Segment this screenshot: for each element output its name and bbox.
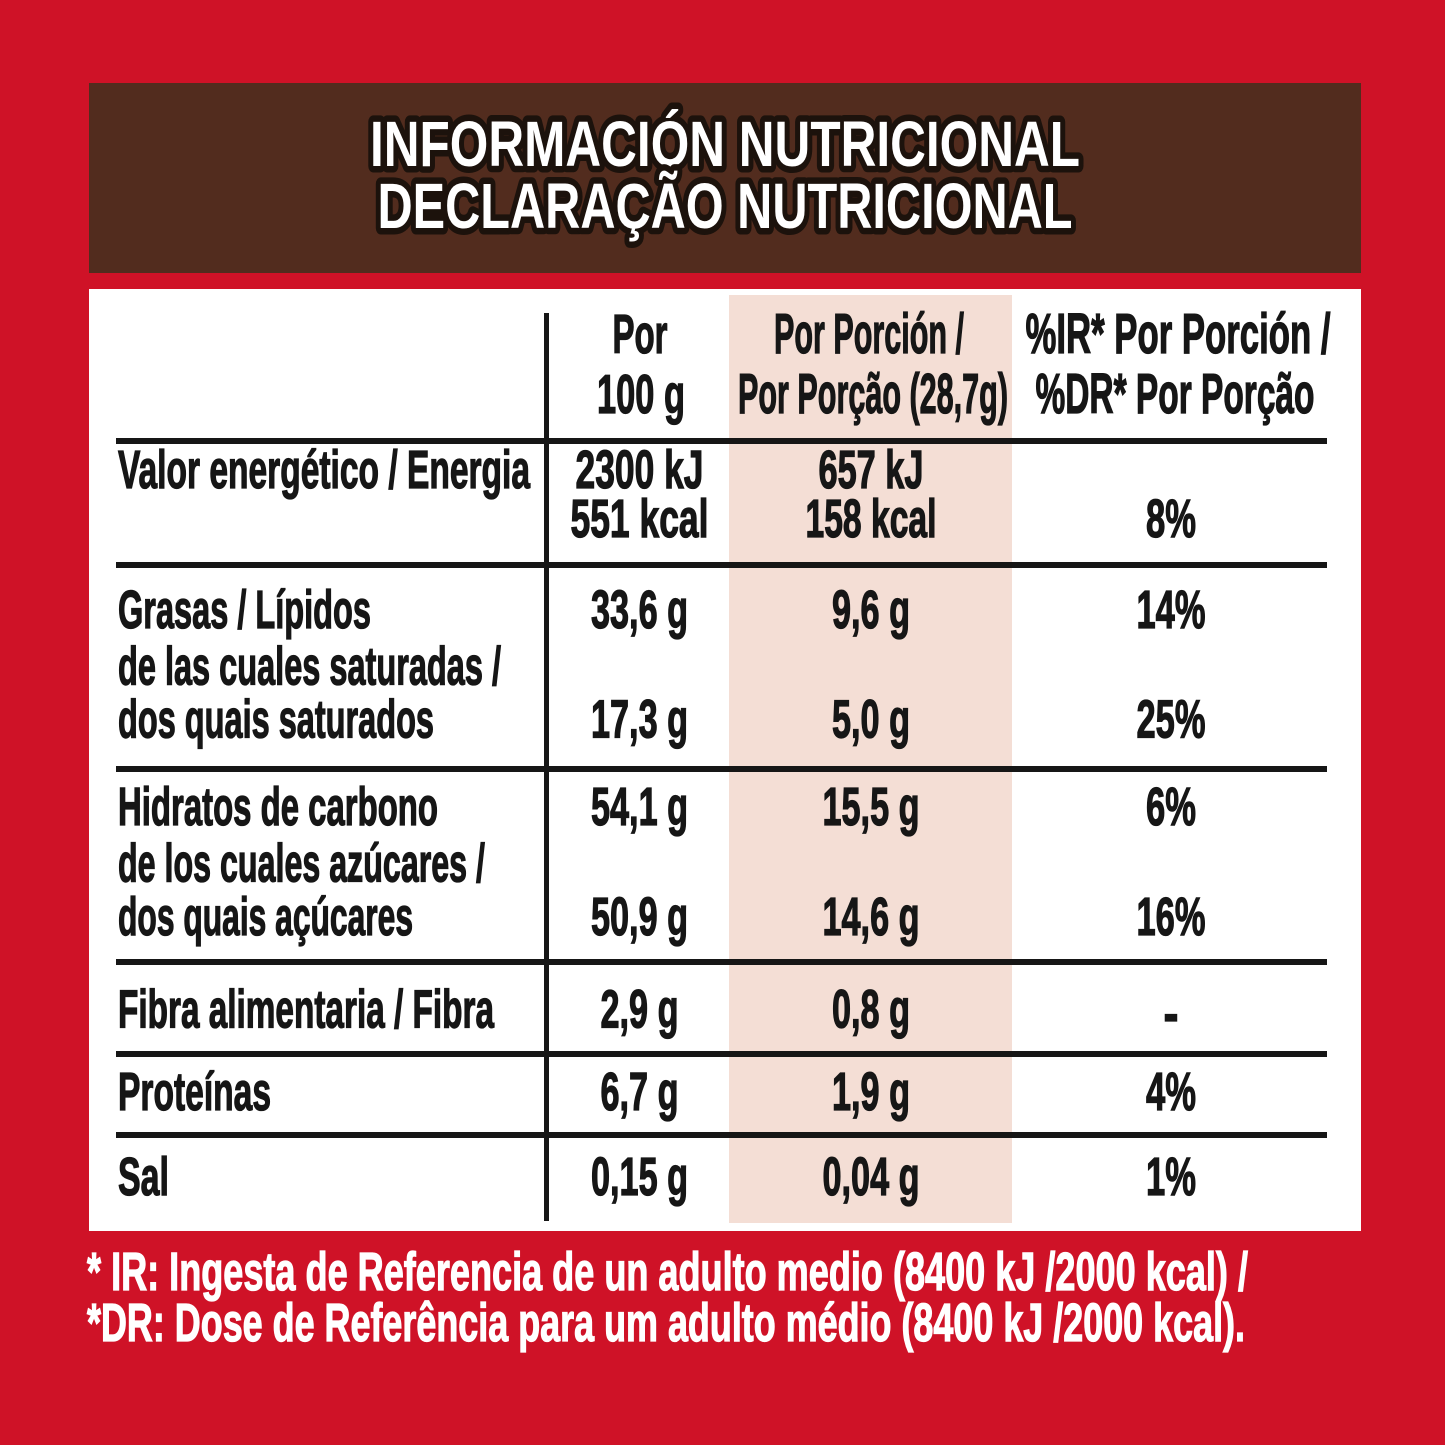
svg-text:9,6 g: 9,6 g — [832, 580, 910, 640]
svg-text:DECLARAÇÃO NUTRICIONAL: DECLARAÇÃO NUTRICIONAL — [378, 170, 1073, 242]
svg-text:Por Porção (28,7g): Por Porção (28,7g) — [738, 362, 1008, 426]
svg-text:158 kcal: 158 kcal — [806, 489, 937, 549]
svg-text:0,15 g: 0,15 g — [591, 1147, 688, 1207]
svg-text:15,5 g: 15,5 g — [823, 777, 920, 837]
svg-text:14%: 14% — [1137, 580, 1206, 640]
svg-text:5,0 g: 5,0 g — [832, 690, 910, 750]
svg-text:551 kcal: 551 kcal — [571, 489, 709, 549]
svg-text:* IR: Ingesta de Referencia de: * IR: Ingesta de Referencia de un adulto… — [87, 1242, 1248, 1302]
svg-text:33,6 g: 33,6 g — [591, 580, 688, 640]
svg-text:dos quais açúcares: dos quais açúcares — [118, 887, 413, 947]
svg-text:100 g: 100 g — [597, 363, 685, 425]
svg-text:Por Porción /: Por Porción / — [774, 302, 964, 366]
svg-text:de los cuales azúcares /: de los cuales azúcares / — [118, 834, 485, 894]
svg-text:Sal: Sal — [118, 1147, 169, 1207]
svg-text:Hidratos de carbono: Hidratos de carbono — [118, 777, 438, 837]
svg-text:Valor energético / Energia: Valor energético / Energia — [118, 440, 531, 500]
svg-text:2,9 g: 2,9 g — [601, 980, 679, 1040]
svg-text:0,04 g: 0,04 g — [823, 1147, 920, 1207]
svg-text:*DR: Dose de Referência para u: *DR: Dose de Referência para um adulto m… — [87, 1293, 1245, 1353]
svg-text:Por: Por — [613, 303, 668, 365]
svg-text:1,9 g: 1,9 g — [832, 1062, 910, 1122]
svg-text:8%: 8% — [1146, 489, 1196, 549]
svg-text:6%: 6% — [1146, 777, 1196, 837]
svg-text:de las cuales saturadas /: de las cuales saturadas / — [118, 637, 501, 697]
svg-text:%IR* Por Porción /: %IR* Por Porción / — [1026, 302, 1331, 366]
svg-text:INFORMACIÓN NUTRICIONAL: INFORMACIÓN NUTRICIONAL — [370, 108, 1080, 180]
svg-text:2300 kJ: 2300 kJ — [576, 440, 704, 500]
svg-text:0,8 g: 0,8 g — [832, 980, 910, 1040]
svg-text:54,1 g: 54,1 g — [591, 777, 688, 837]
svg-text:Fibra alimentaria / Fibra: Fibra alimentaria / Fibra — [118, 980, 495, 1040]
svg-text:dos quais saturados: dos quais saturados — [118, 690, 434, 750]
svg-text:17,3 g: 17,3 g — [591, 690, 688, 750]
svg-text:50,9 g: 50,9 g — [591, 887, 688, 947]
svg-text:6,7 g: 6,7 g — [601, 1062, 679, 1122]
svg-text:25%: 25% — [1137, 690, 1206, 750]
svg-text:4%: 4% — [1146, 1062, 1196, 1122]
svg-text:1%: 1% — [1146, 1147, 1196, 1207]
svg-text:-: - — [1164, 984, 1179, 1044]
svg-text:%DR* Por Porção: %DR* Por Porção — [1036, 362, 1315, 426]
svg-text:Grasas / Lípidos: Grasas / Lípidos — [118, 580, 371, 640]
svg-text:14,6 g: 14,6 g — [823, 887, 920, 947]
svg-text:16%: 16% — [1137, 887, 1206, 947]
svg-text:Proteínas: Proteínas — [118, 1062, 271, 1122]
svg-text:657 kJ: 657 kJ — [819, 440, 924, 500]
